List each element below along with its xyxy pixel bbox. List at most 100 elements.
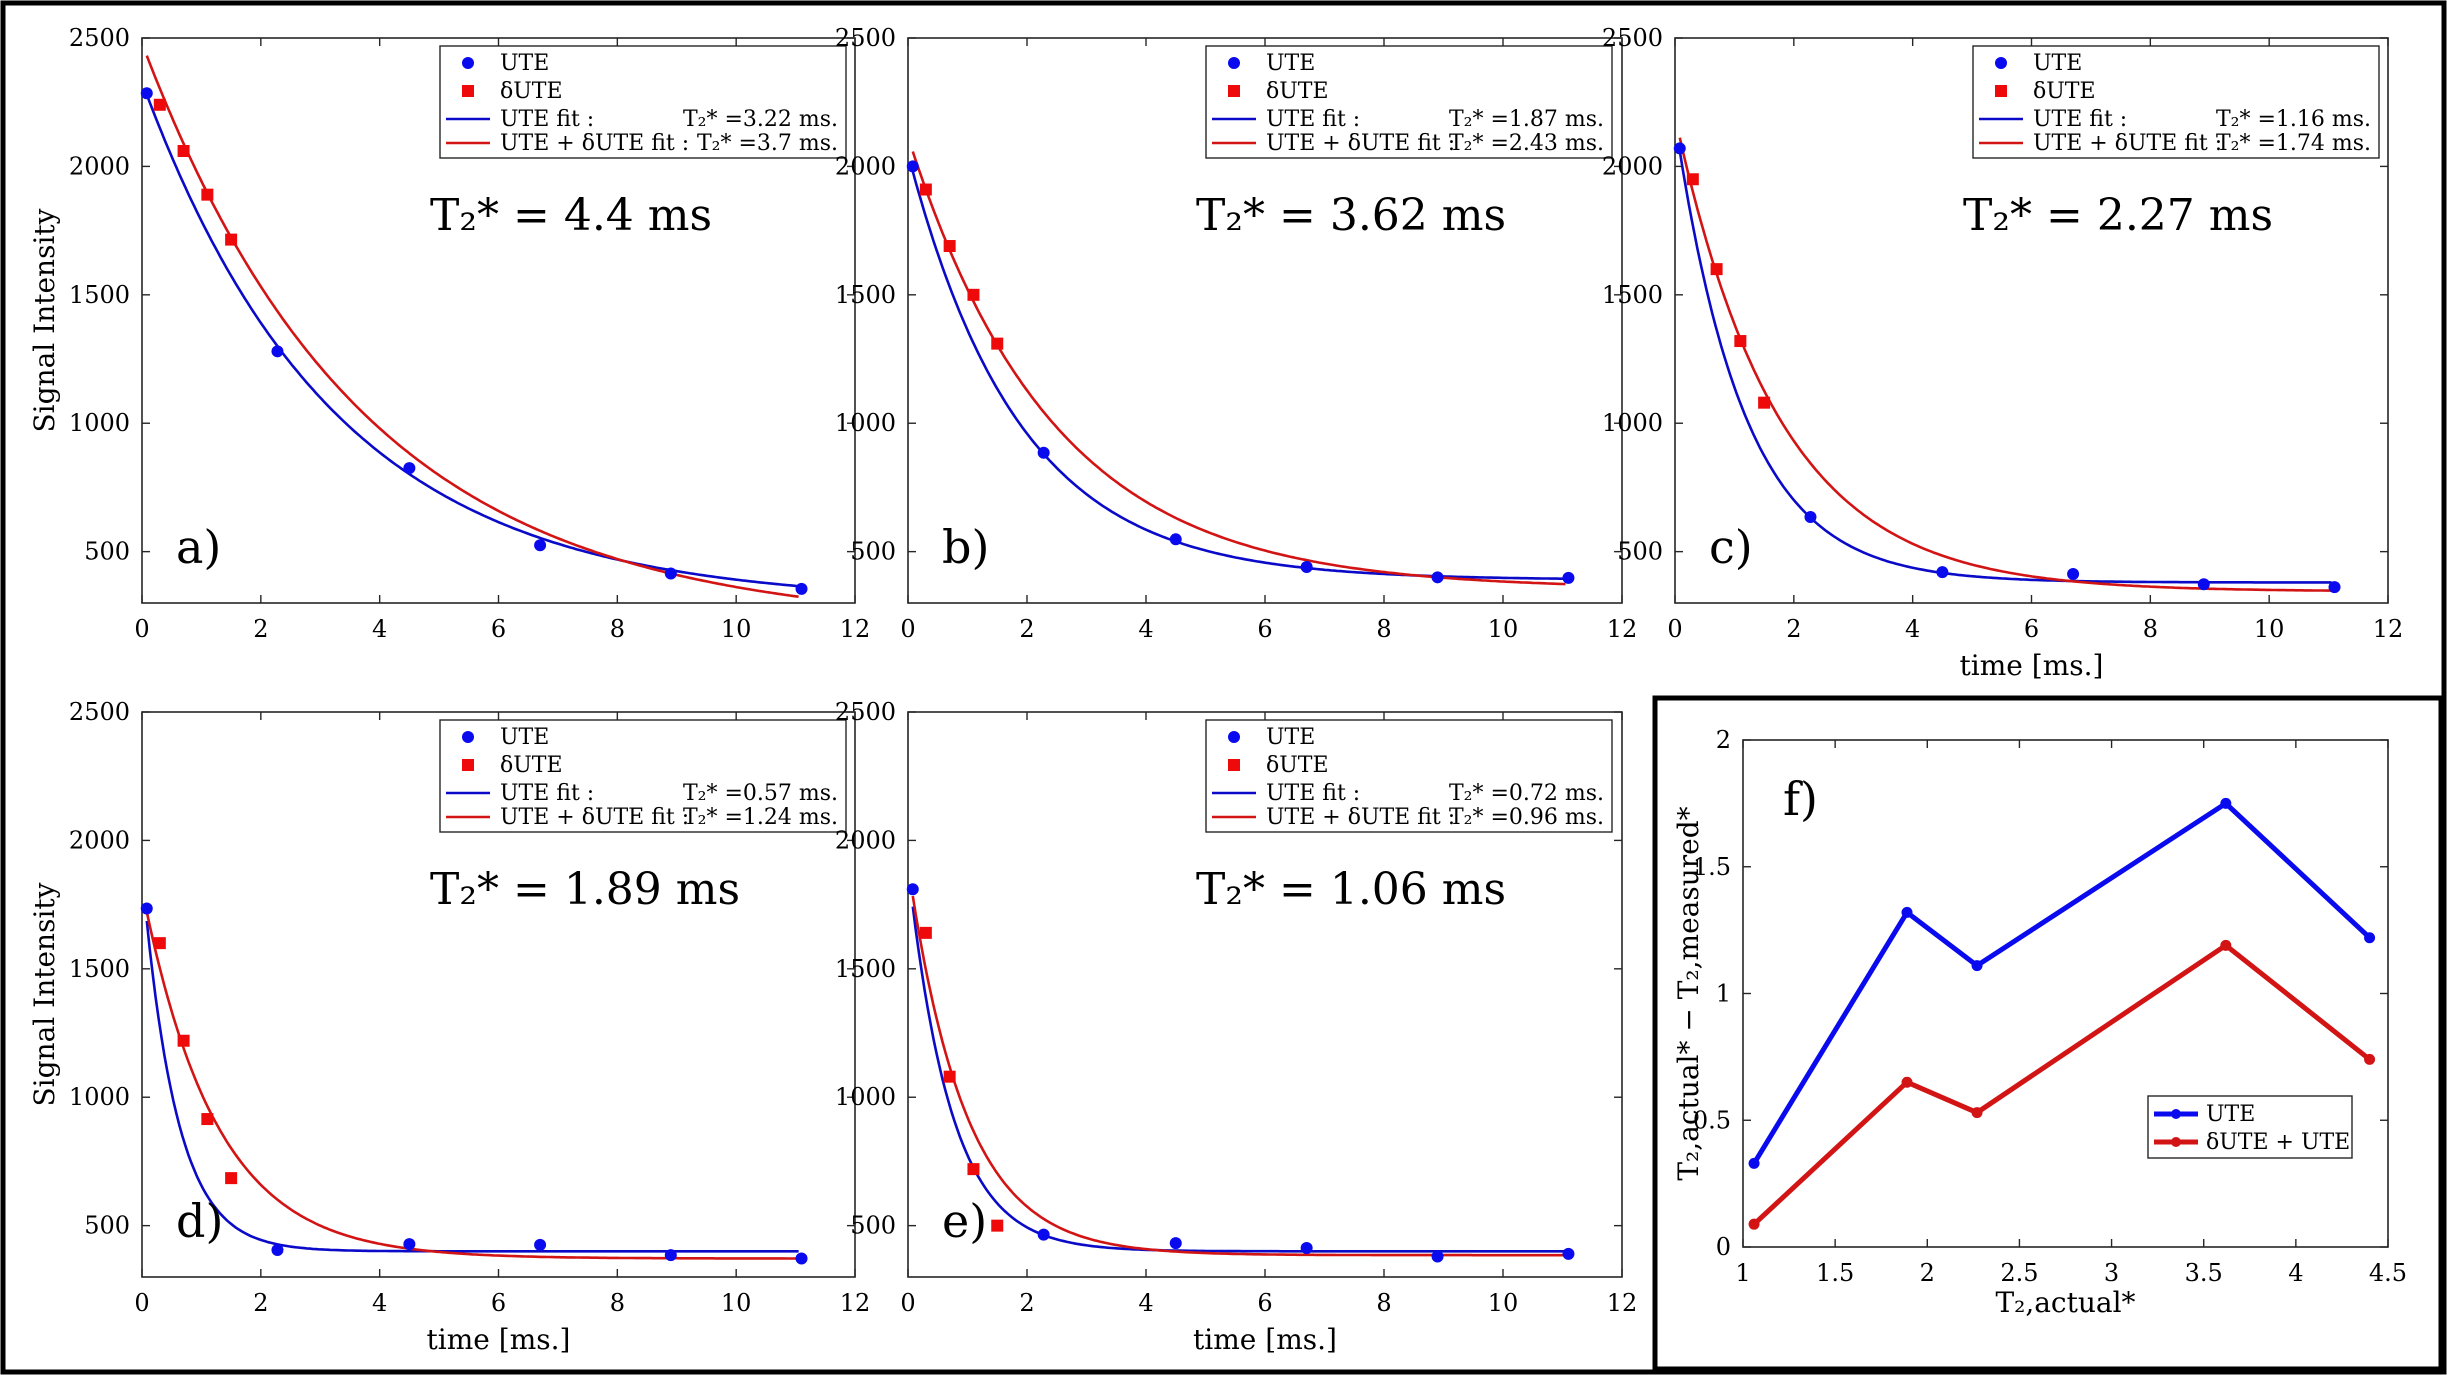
y-axis-label: Signal Intensity — [28, 208, 61, 432]
y-tick-label: 500 — [850, 1212, 896, 1240]
legend-ute: UTE — [500, 725, 549, 750]
x-axis-label: time [ms.] — [1960, 649, 2104, 682]
x-tick-label: 10 — [2254, 615, 2285, 643]
x-tick-label: 12 — [840, 1289, 871, 1317]
ute-point — [1169, 1237, 1182, 1250]
y-tick-label: 1000 — [1602, 409, 1663, 437]
ute-point — [271, 345, 284, 358]
legend-ute-fit: UTE fit : — [1266, 781, 1360, 806]
y-tick-label: 2500 — [69, 24, 130, 52]
ute-fit-curve — [145, 920, 799, 1253]
legend-box — [2147, 1095, 2353, 1159]
legend-dute-fit-value: T₂* =1.24 ms. — [683, 805, 838, 830]
legend-dute: δUTE — [1266, 753, 1329, 778]
x-tick-label: 10 — [721, 1289, 752, 1317]
series-ute-point — [1901, 906, 1913, 918]
legend-ute-fit-value: T₂* =1.87 ms. — [1449, 107, 1604, 132]
ute-point — [1804, 510, 1817, 523]
legend-ute-fit-value: T₂* =3.22 ms. — [683, 107, 838, 132]
dute-point — [967, 1163, 980, 1176]
y-tick-label: 1500 — [835, 281, 896, 309]
legend-dute-marker — [1228, 759, 1240, 771]
dute-point — [201, 188, 214, 201]
x-tick-label: 0 — [900, 615, 915, 643]
x-tick-label: 4 — [2288, 1259, 2303, 1287]
x-tick-label: 0 — [134, 1289, 149, 1317]
legend-dute-fit: UTE + δUTE fit : — [500, 131, 689, 156]
legend: UTE δUTE UTE fit : T₂* =0.57 ms. UTE + δ… — [439, 719, 847, 833]
y-tick-label: 2000 — [835, 152, 896, 180]
y-axis-label: Signal Intensity — [28, 882, 61, 1106]
legend-dute: δUTE — [500, 753, 563, 778]
x-tick-label: 2 — [253, 1289, 268, 1317]
legend: UTE δUTE UTE fit : T₂* =1.16 ms. UTE + δ… — [1972, 45, 2380, 159]
x-tick-label: 8 — [610, 1289, 625, 1317]
legend-series-ute-marker — [2171, 1109, 2181, 1119]
x-axis-label: T₂,actual* — [1995, 1286, 2135, 1319]
dute-fit-curve — [145, 911, 799, 1260]
ute-point — [1037, 1228, 1050, 1241]
dute-point — [153, 98, 166, 111]
panel-c: 0 2 4 6 8 10 12 500 1000 1500 2000 2500 c) T₂* = 2.… — [1602, 24, 2403, 682]
x-tick-label: 10 — [1488, 615, 1519, 643]
y-tick-label: 1000 — [835, 1083, 896, 1111]
t2-annotation: T₂* = 1.06 ms — [1196, 864, 1506, 915]
panel-tag: b) — [942, 520, 989, 574]
x-tick-label: 1 — [1735, 1259, 1750, 1287]
y-tick-label: 2000 — [69, 826, 130, 854]
ute-point — [1037, 446, 1050, 459]
x-tick-label: 8 — [1376, 615, 1391, 643]
x-tick-label: 4 — [372, 615, 387, 643]
dute-point — [919, 183, 932, 196]
y-tick-label: 2500 — [835, 698, 896, 726]
x-tick-label: 4 — [1138, 1289, 1153, 1317]
series-ute-point — [2364, 932, 2376, 944]
y-tick-label: 1500 — [1602, 281, 1663, 309]
y-tick-label: 1.5 — [1693, 853, 1731, 881]
y-tick-label: 500 — [850, 538, 896, 566]
dute-fit-curve — [1678, 137, 2332, 592]
legend-ute-marker — [1995, 57, 2007, 69]
x-tick-label: 3.5 — [2185, 1259, 2223, 1287]
legend-series-ute: UTE — [2206, 1102, 2255, 1127]
x-tick-label: 10 — [721, 615, 752, 643]
y-tick-label: 2500 — [1602, 24, 1663, 52]
ute-fit-curve — [1678, 150, 2332, 584]
series-dute-ute-point — [2220, 939, 2232, 951]
x-tick-label: 0 — [134, 615, 149, 643]
legend-dute-marker — [462, 759, 474, 771]
legend-series-dute-ute-marker — [2171, 1137, 2181, 1147]
dute-point — [1758, 396, 1771, 409]
legend-ute-fit: UTE fit : — [1266, 107, 1360, 132]
series-dute-ute-point — [1971, 1107, 1983, 1119]
legend-ute-fit: UTE fit : — [2033, 107, 2127, 132]
legend-ute: UTE — [500, 51, 549, 76]
legend-dute: δUTE — [2033, 79, 2096, 104]
series-ute-point — [1971, 960, 1983, 972]
dute-point — [1734, 335, 1747, 348]
legend-dute-fit: UTE + δUTE fit : — [1266, 805, 1455, 830]
x-tick-label: 2 — [1786, 615, 1801, 643]
y-axis-label: T₂,actual* − T₂,measured* — [1672, 806, 1705, 1180]
legend-ute-fit-value: T₂* =1.16 ms. — [2216, 107, 2371, 132]
legend-dute-fit-value: T₂* =1.74 ms. — [2216, 131, 2371, 156]
x-tick-label: 3 — [2104, 1259, 2119, 1287]
y-tick-label: 0 — [1716, 1233, 1731, 1261]
ute-point — [906, 160, 919, 173]
ute-point — [2067, 567, 2080, 580]
series-dute-ute-point — [2364, 1053, 2376, 1065]
ute-point — [1936, 566, 1949, 579]
legend-ute-marker — [1228, 731, 1240, 743]
legend-ute-fit: UTE fit : — [500, 107, 594, 132]
series-dute-ute-line — [1752, 942, 2372, 1227]
legend: UTE δUTE UTE fit : T₂* =0.72 ms. UTE + δ… — [1205, 719, 1613, 833]
legend-dute-marker — [1995, 85, 2007, 97]
legend-dute-marker — [462, 85, 474, 97]
x-tick-label: 6 — [1257, 615, 1272, 643]
y-tick-label: 2000 — [69, 152, 130, 180]
legend-ute: UTE — [2033, 51, 2082, 76]
legend-ute-fit-value: T₂* =0.72 ms. — [1449, 781, 1604, 806]
dute-point — [943, 1070, 956, 1083]
